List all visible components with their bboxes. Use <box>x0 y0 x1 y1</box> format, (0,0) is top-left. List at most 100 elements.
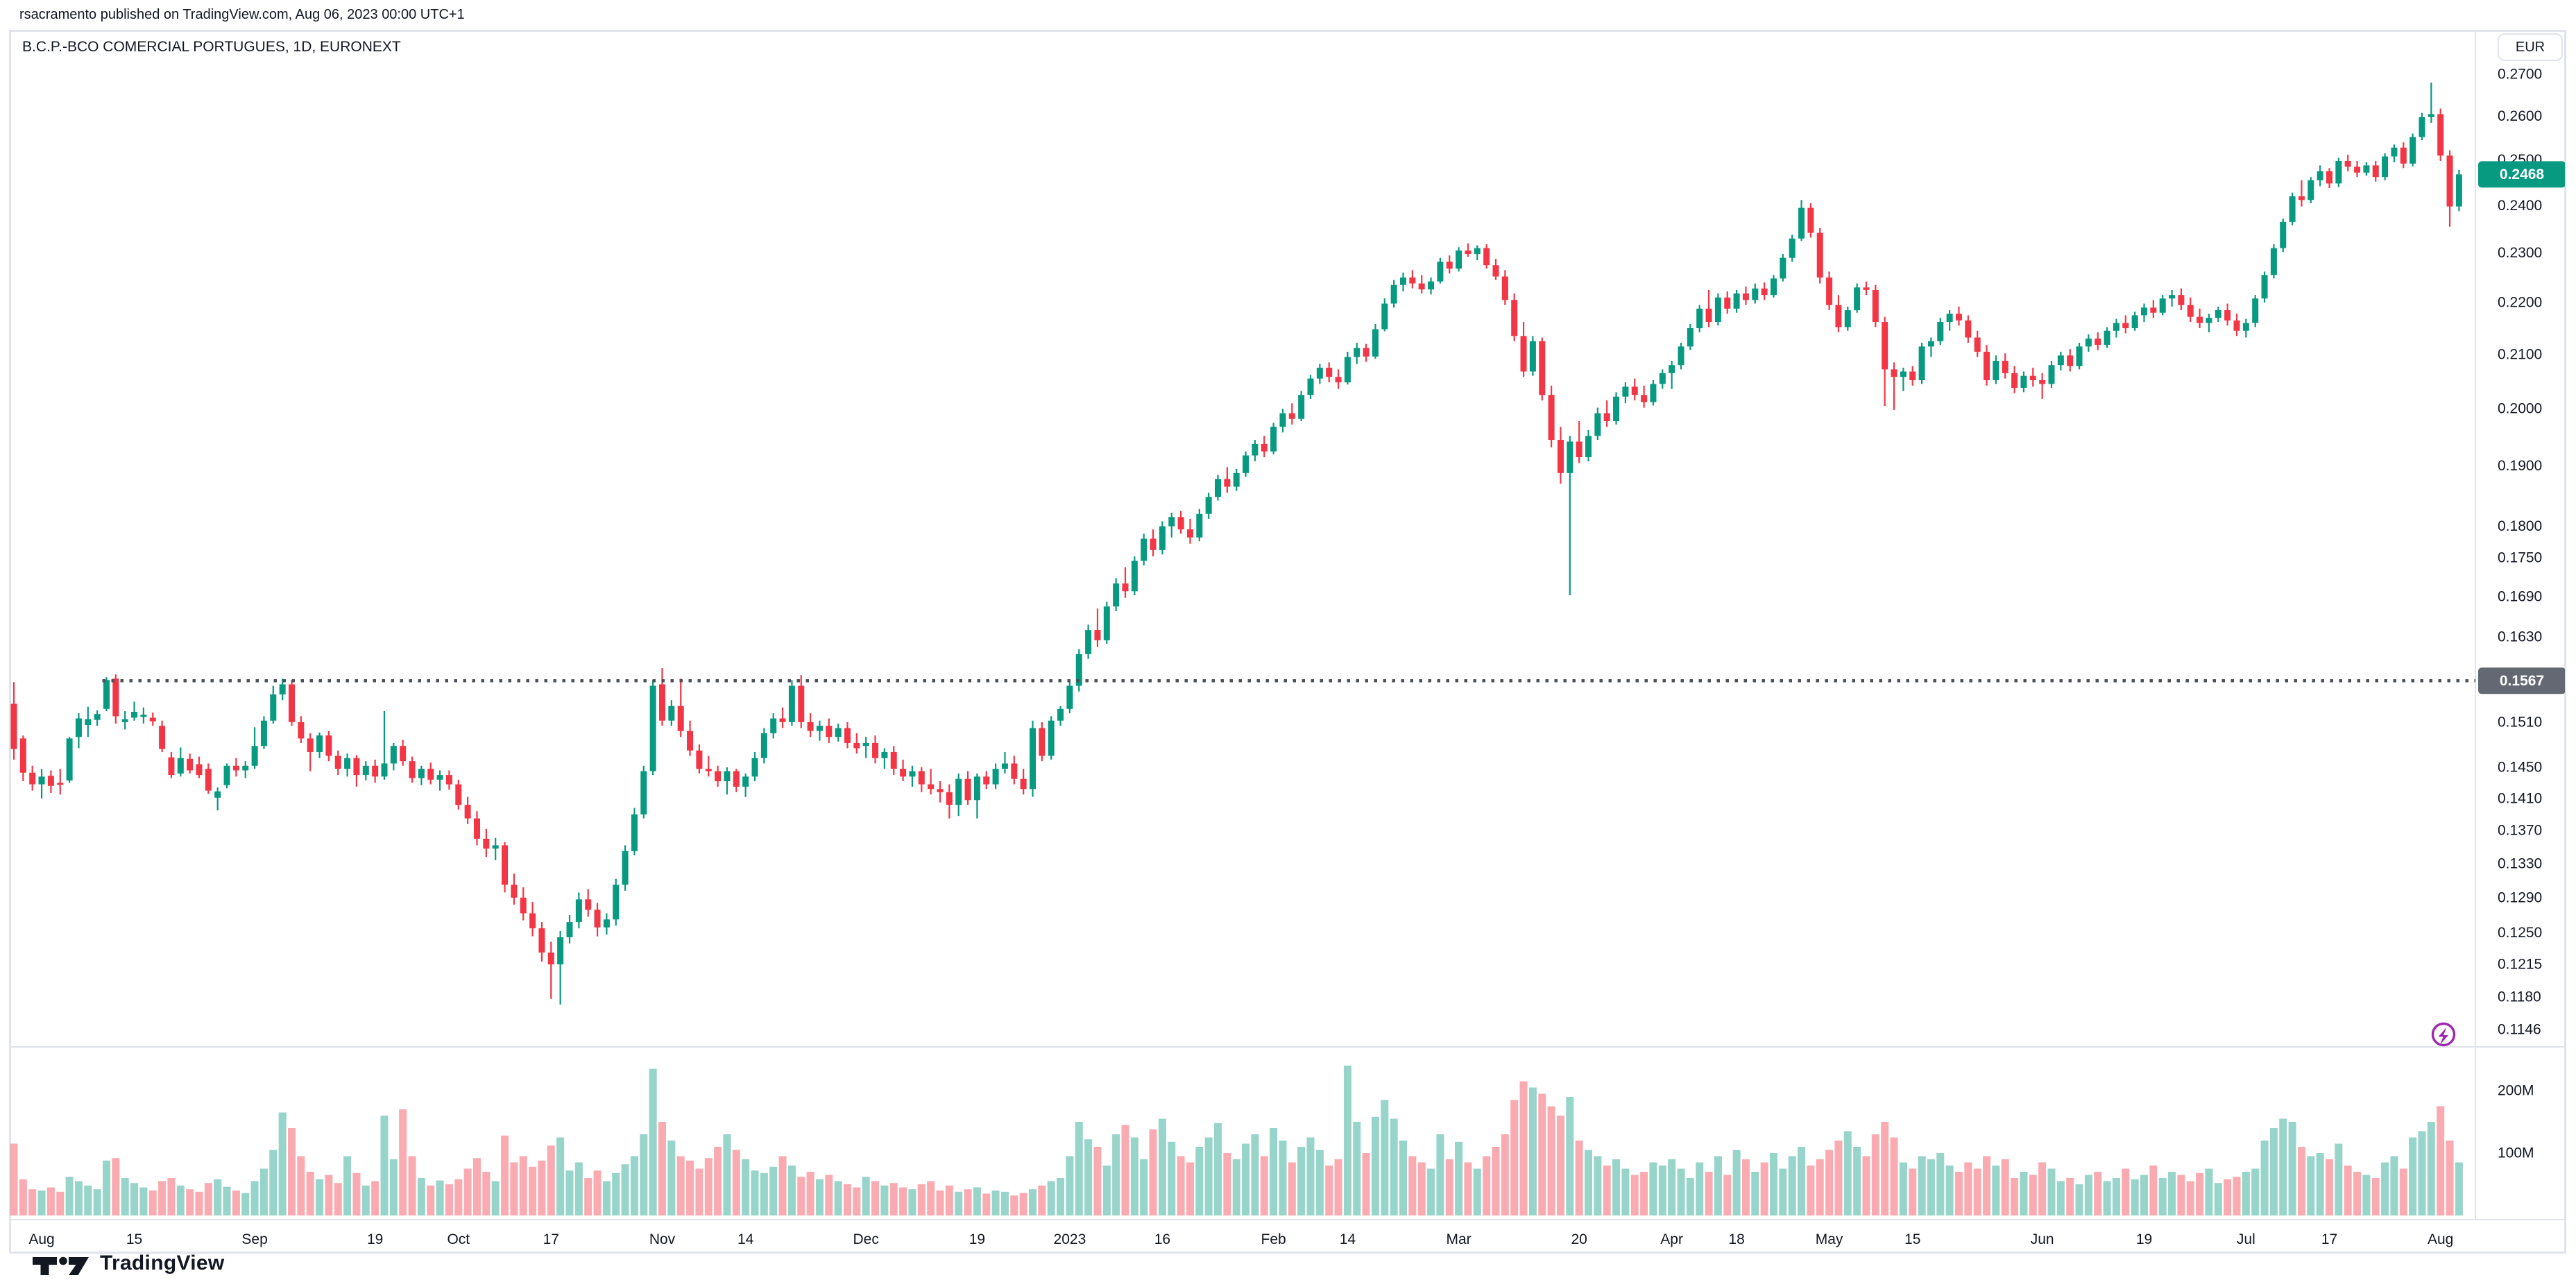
currency-axis-button[interactable]: EUR <box>2498 33 2563 61</box>
volume-bar <box>334 1183 342 1215</box>
volume-bar <box>973 1187 981 1215</box>
candle-body <box>826 726 833 737</box>
volume-bar <box>602 1181 611 1215</box>
candle-body <box>242 765 249 771</box>
candle-body <box>520 897 527 914</box>
volume-bar <box>815 1179 824 1215</box>
candle-body <box>1418 283 1425 290</box>
candle-body <box>1224 479 1231 487</box>
volume-bar <box>186 1189 194 1215</box>
volume-bar <box>1315 1150 1324 1215</box>
candle-body <box>19 738 26 773</box>
volume-bar <box>2149 1166 2158 1215</box>
candle-body <box>1001 763 1008 769</box>
volume-bar <box>2214 1183 2222 1215</box>
volume-bar <box>1705 1172 1713 1215</box>
candle-body <box>1159 526 1166 550</box>
time-tick-label: 18 <box>1728 1231 1744 1247</box>
candle-body <box>400 746 407 762</box>
candle-body <box>2224 310 2231 321</box>
candle-body <box>1122 583 1129 592</box>
lightning-bolt-icon[interactable] <box>2431 1022 2456 1047</box>
volume-bar <box>658 1122 666 1215</box>
volume-bar <box>1964 1162 1972 1215</box>
candle-body <box>2113 323 2119 331</box>
price-axis[interactable]: 0.27000.26000.25000.24000.23000.22000.21… <box>2498 67 2542 1161</box>
candle-body <box>2104 330 2110 345</box>
candle-body <box>1687 328 1694 347</box>
candle-body <box>1529 341 1536 372</box>
candle-body <box>705 769 712 771</box>
volume-bar <box>352 1172 361 1215</box>
volume-bar <box>1010 1195 1018 1215</box>
tradingview-logo-icon[interactable] <box>32 1256 90 1277</box>
time-tick-label: 17 <box>543 1231 559 1247</box>
volume-bar <box>1464 1162 1472 1215</box>
volume-bar <box>834 1181 842 1215</box>
volume-bar <box>1556 1116 1564 1215</box>
volume-bar <box>297 1156 305 1215</box>
volume-bar <box>1445 1159 1453 1215</box>
volume-bar <box>1640 1172 1648 1215</box>
volume-bar <box>529 1166 537 1215</box>
volume-bar <box>2269 1128 2278 1215</box>
volume-bar <box>1955 1172 1963 1215</box>
volume-bar <box>1612 1159 1621 1215</box>
tradingview-brand-text[interactable]: TradingView <box>100 1252 225 1274</box>
price-tick-label: 0.2300 <box>2498 245 2542 261</box>
volume-bar <box>871 1181 880 1215</box>
candle-body <box>436 775 443 780</box>
candle-body <box>131 712 138 718</box>
volume-bar <box>2279 1118 2287 1215</box>
candle-body <box>2029 375 2036 380</box>
price-tick-label: 0.1900 <box>2498 458 2542 474</box>
volume-bar <box>917 1184 926 1215</box>
volume-bar <box>56 1191 65 1215</box>
volume-bar <box>1585 1150 1592 1215</box>
candle-body <box>1335 377 1342 383</box>
price-tick-label: 0.2100 <box>2498 346 2542 362</box>
volume-bar <box>1399 1141 1407 1215</box>
volume-bar <box>427 1185 435 1215</box>
candle-body <box>1243 455 1249 473</box>
volume-bar <box>2362 1175 2371 1215</box>
time-tick-label: Oct <box>447 1231 470 1247</box>
volume-bar <box>2437 1106 2445 1215</box>
time-tick-label: 15 <box>126 1231 142 1247</box>
volume-bar <box>844 1184 851 1215</box>
publish-attribution: rsacramento published on TradingView.com… <box>19 7 465 22</box>
volume-bar <box>723 1134 731 1215</box>
volume-bar <box>139 1187 148 1215</box>
volume-bar <box>1168 1141 1176 1215</box>
volume-bar <box>991 1191 1000 1215</box>
pane-separators <box>10 31 2566 1220</box>
volume-bar <box>1455 1141 1463 1215</box>
candle-body <box>1678 346 1684 366</box>
candle-body <box>900 769 907 777</box>
price-tick-label: 0.2400 <box>2498 198 2542 214</box>
last-price-badge-bg <box>2478 161 2566 188</box>
candle-body <box>1909 371 1916 380</box>
price-tick-label: 0.2600 <box>2498 108 2542 124</box>
candle-body <box>149 717 156 722</box>
candle-body <box>2002 361 2008 373</box>
volume-bar <box>732 1150 740 1215</box>
volume-bar <box>2131 1179 2139 1215</box>
volume-bar <box>445 1184 453 1215</box>
time-axis[interactable]: Aug 15 Sep 19 Oct 17 Nov 14 Dec 19 2023 16 Feb 14 Mar 2… <box>28 1231 2453 1247</box>
candle-body <box>1011 763 1018 779</box>
candle-body <box>2169 295 2176 299</box>
candle-body <box>1270 427 1277 452</box>
price-tick-label: 0.2200 <box>2498 295 2542 311</box>
candle-body <box>1993 361 1999 380</box>
volume-bar <box>1677 1168 1685 1215</box>
volume-bar <box>2344 1166 2352 1215</box>
price-tick-label: 0.1290 <box>2498 889 2542 905</box>
volume-bar <box>1501 1134 1509 1215</box>
volume-bar <box>1714 1156 1722 1215</box>
candle-body <box>1437 262 1444 282</box>
volume-bar <box>2224 1179 2232 1215</box>
volume-bar <box>1881 1122 1889 1215</box>
volume-bar <box>259 1168 268 1215</box>
